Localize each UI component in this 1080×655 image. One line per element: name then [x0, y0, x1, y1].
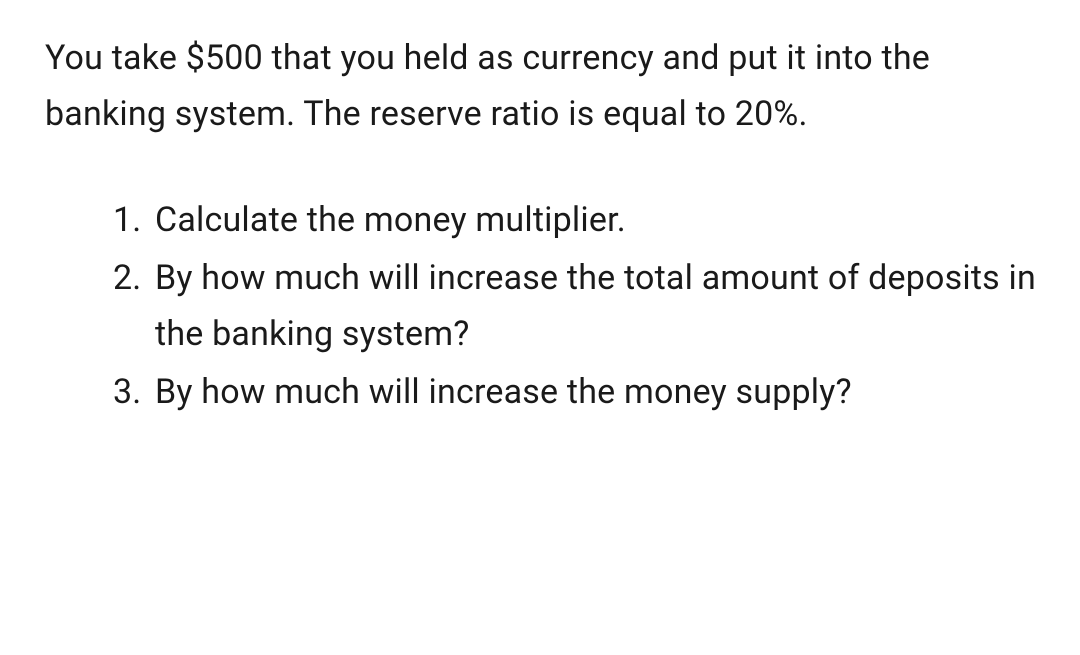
questions-list: 1. Calculate the money multiplier. 2. By…	[45, 192, 1040, 420]
question-text: By how much will increase the money supp…	[155, 364, 1040, 420]
question-number: 2.	[113, 250, 155, 362]
question-item: 2. By how much will increase the total a…	[113, 250, 1040, 362]
question-number: 3.	[113, 364, 155, 420]
question-number: 1.	[113, 192, 155, 248]
question-text: By how much will increase the total amou…	[155, 250, 1040, 362]
question-text: Calculate the money multiplier.	[155, 192, 1040, 248]
problem-intro: You take $500 that you held as currency …	[45, 30, 1040, 142]
question-item: 1. Calculate the money multiplier.	[113, 192, 1040, 248]
question-item: 3. By how much will increase the money s…	[113, 364, 1040, 420]
